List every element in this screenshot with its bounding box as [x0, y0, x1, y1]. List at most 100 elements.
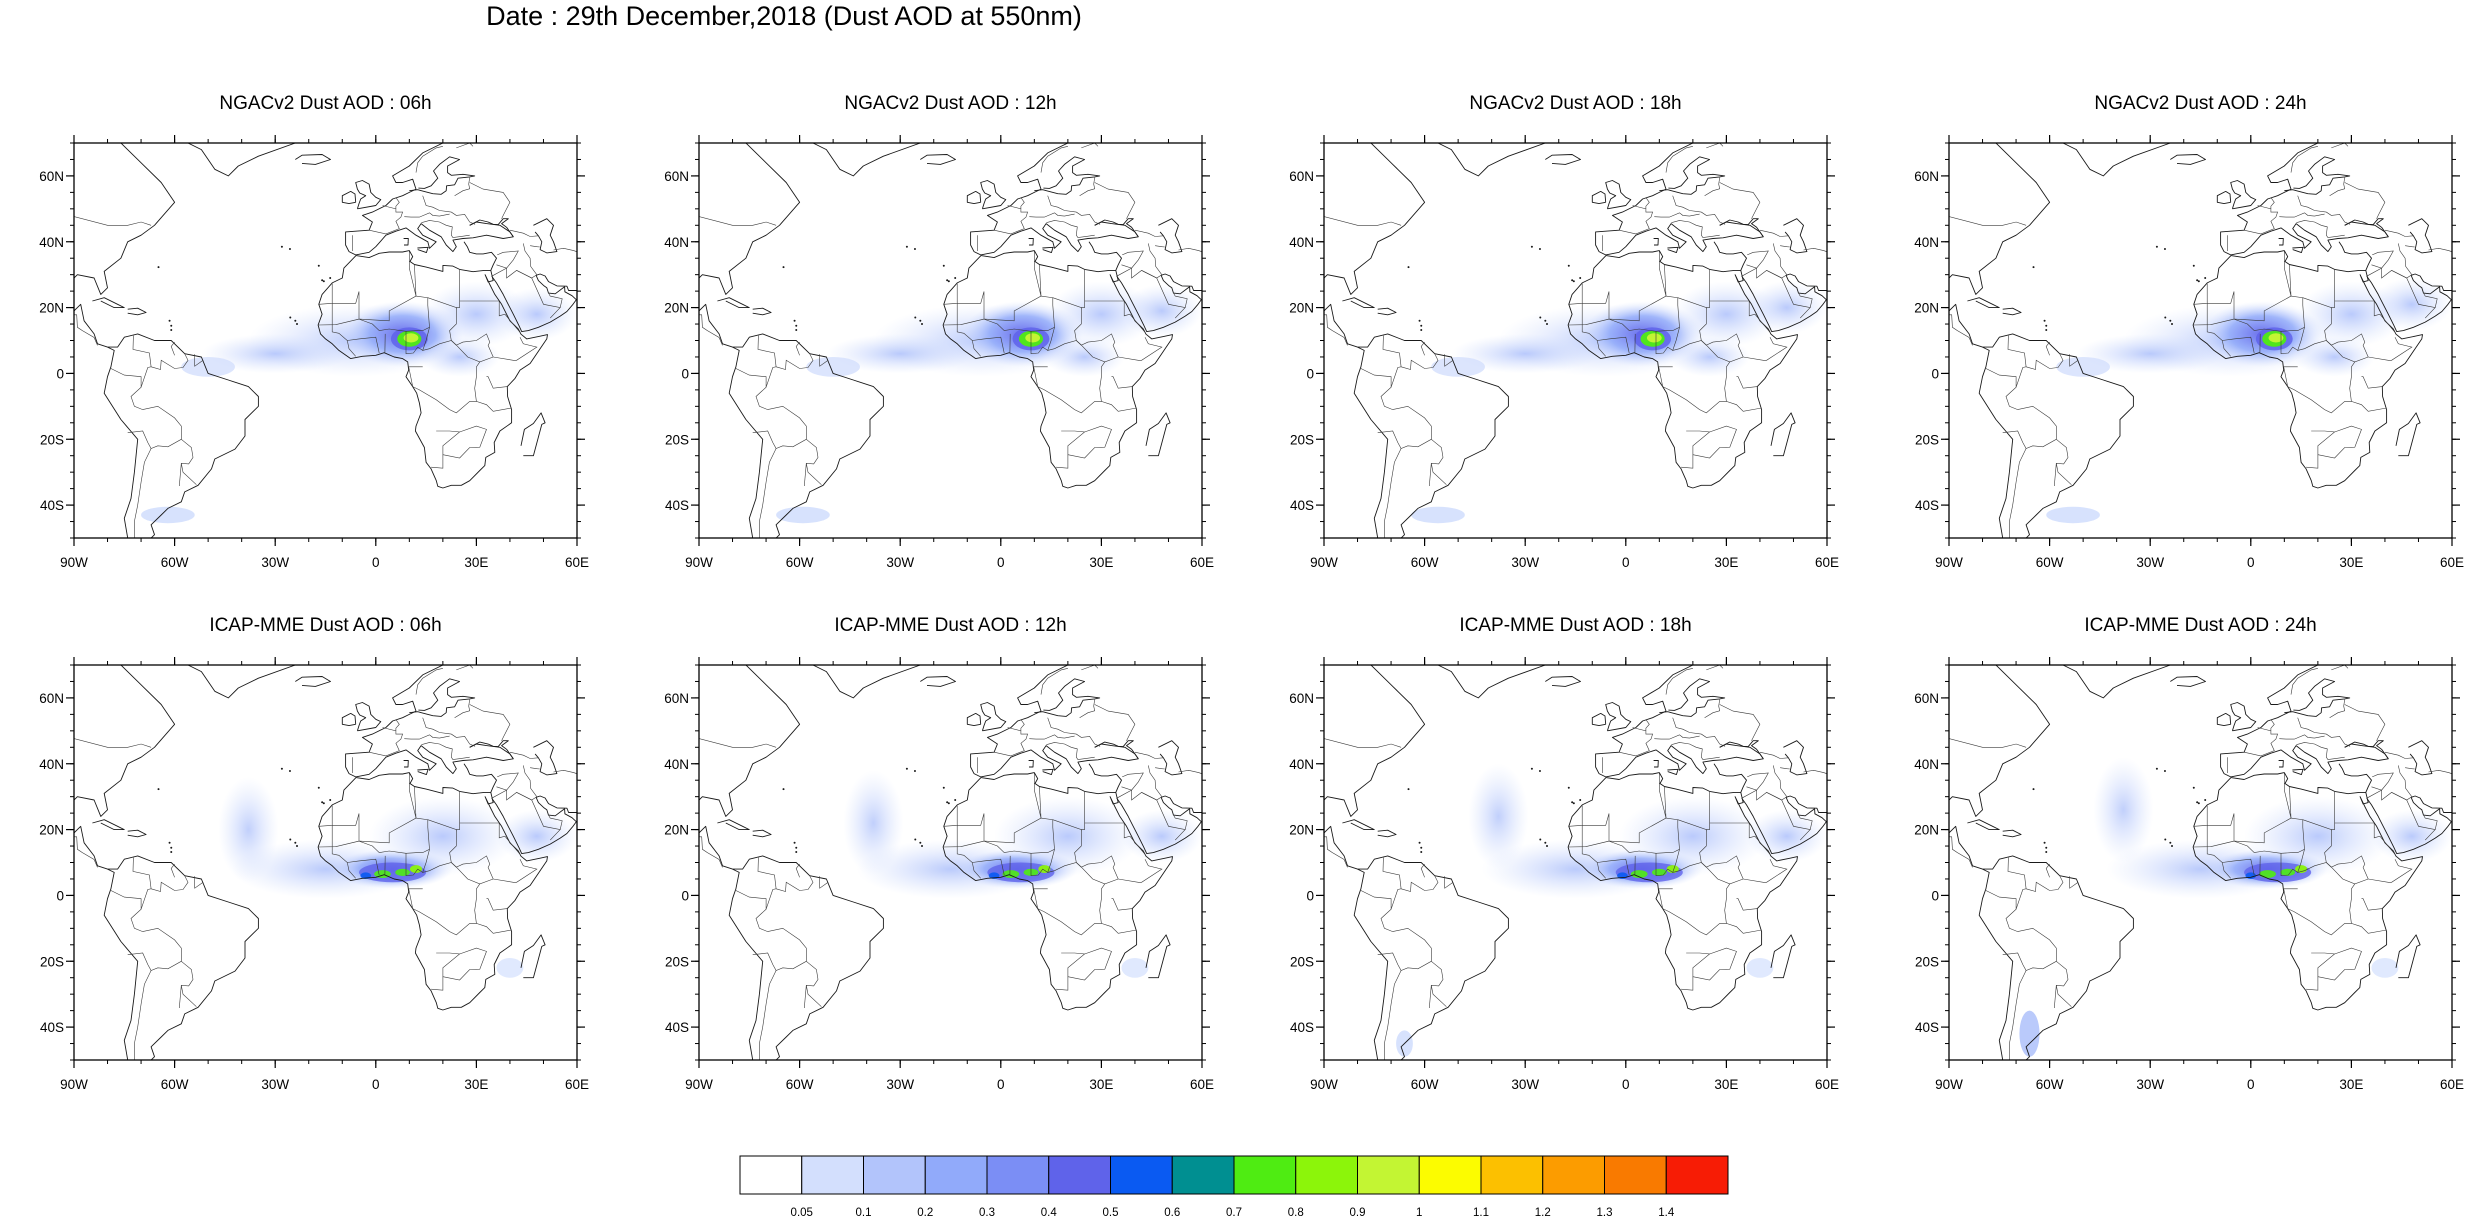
border-line — [2296, 220, 2345, 238]
dust-shading — [2046, 506, 2100, 524]
island-dot — [1572, 280, 1575, 283]
colorbar-label: 0.5 — [1103, 1207, 1119, 1219]
coastline — [2292, 246, 2304, 254]
coastline — [74, 143, 176, 295]
border-line — [1420, 341, 1425, 356]
lon-tick-label: 60E — [1815, 555, 1839, 570]
border-line — [369, 727, 404, 757]
lon-tick-label: 90W — [685, 1077, 713, 1092]
border-line — [421, 742, 470, 760]
border-line — [1029, 734, 1075, 740]
border-line — [2302, 297, 2332, 310]
coastline — [920, 676, 956, 687]
border-line — [2351, 923, 2387, 934]
border-line — [422, 849, 494, 885]
coastline — [520, 412, 546, 457]
border-line — [2373, 823, 2396, 855]
island-dot — [295, 323, 298, 326]
border-line — [2422, 814, 2438, 830]
coastline — [1967, 819, 2000, 831]
border-line — [1429, 463, 1432, 487]
coastline — [2284, 156, 2351, 195]
lon-tick-label: 0 — [997, 555, 1005, 570]
dust-shading — [1121, 809, 1202, 863]
island-dot — [920, 845, 923, 848]
border-line — [1655, 853, 1673, 877]
lat-tick-label: 20N — [1914, 823, 1939, 838]
lat-tick-label: 60N — [1914, 691, 1939, 706]
border-line — [486, 898, 508, 911]
colorbar-label: 0.05 — [791, 1207, 813, 1219]
border-line — [1141, 792, 1186, 841]
panel-title: ICAP-MME Dust AOD : 24h — [2084, 615, 2316, 636]
dust-aod-field — [2046, 277, 2452, 524]
border-line — [2222, 336, 2255, 354]
island-dot — [2045, 324, 2048, 327]
lon-tick-label: 30E — [2339, 1077, 2363, 1092]
border-line — [415, 146, 443, 173]
island-dot — [168, 841, 171, 844]
border-line — [179, 985, 182, 1009]
border-line — [1081, 143, 1099, 149]
coastline — [1094, 218, 1139, 238]
coastline — [1967, 297, 2000, 309]
island-dot — [157, 266, 160, 269]
island-dot — [954, 276, 957, 279]
coastline — [1659, 678, 1726, 717]
coastline — [1605, 180, 1632, 210]
border-line — [819, 876, 829, 889]
border-line — [2405, 767, 2415, 770]
border-line — [194, 354, 204, 367]
coastline — [74, 303, 259, 538]
lon-tick-label: 30E — [1714, 555, 1738, 570]
figure-title: Date : 29th December,2018 (Dust AOD at 5… — [486, 1, 1082, 31]
border-line — [2317, 947, 2362, 981]
border-line — [1949, 216, 2027, 226]
border-line — [1040, 146, 1068, 173]
coastline — [1342, 297, 1375, 309]
colorbar-box — [1295, 1155, 1358, 1195]
dust-shading — [1666, 865, 1679, 874]
border-line — [2422, 292, 2438, 308]
border-line — [1430, 439, 1447, 485]
border-line — [1116, 267, 1162, 279]
border-line — [1118, 859, 1163, 883]
colorbar-label: 1 — [1416, 1207, 1422, 1219]
border-line — [805, 439, 822, 485]
lon-tick-label: 0 — [1622, 555, 1630, 570]
dust-aod-field — [776, 281, 1202, 524]
island-dot — [322, 280, 325, 283]
border-line — [2290, 146, 2318, 173]
coastline — [1949, 825, 2134, 1060]
border-line — [1155, 245, 1165, 248]
colorbar-label: 1.3 — [1597, 1207, 1613, 1219]
border-line — [1664, 786, 1667, 819]
border-line — [358, 817, 430, 854]
border-line — [1101, 923, 1137, 934]
border-line — [1020, 197, 1025, 209]
lon-tick-label: 60W — [2036, 555, 2064, 570]
dust-shading — [2294, 337, 2375, 377]
lat-tick-label: 60N — [664, 169, 689, 184]
border-line — [956, 825, 981, 879]
border-line — [469, 182, 511, 219]
coastline — [699, 143, 801, 295]
island-dot — [919, 841, 922, 844]
lat-tick-label: 20S — [1915, 954, 1939, 969]
border-line — [498, 301, 521, 333]
border-line — [994, 205, 1029, 235]
lat-tick-label: 20N — [1914, 301, 1939, 316]
political-borders — [74, 665, 577, 1060]
coastline — [699, 303, 884, 538]
dust-shading — [1615, 862, 1683, 883]
lat-tick-label: 40N — [1289, 235, 1314, 250]
border-line — [1047, 849, 1119, 885]
lat-tick-label: 40N — [39, 757, 64, 772]
border-line — [2069, 876, 2079, 889]
coastlines — [1324, 665, 1827, 1060]
colorbar-box — [739, 1155, 803, 1195]
border-line — [972, 336, 1005, 354]
lon-tick-label: 30W — [261, 1077, 289, 1092]
colorbar-label: 0.4 — [1041, 1207, 1058, 1219]
border-line — [151, 875, 189, 892]
